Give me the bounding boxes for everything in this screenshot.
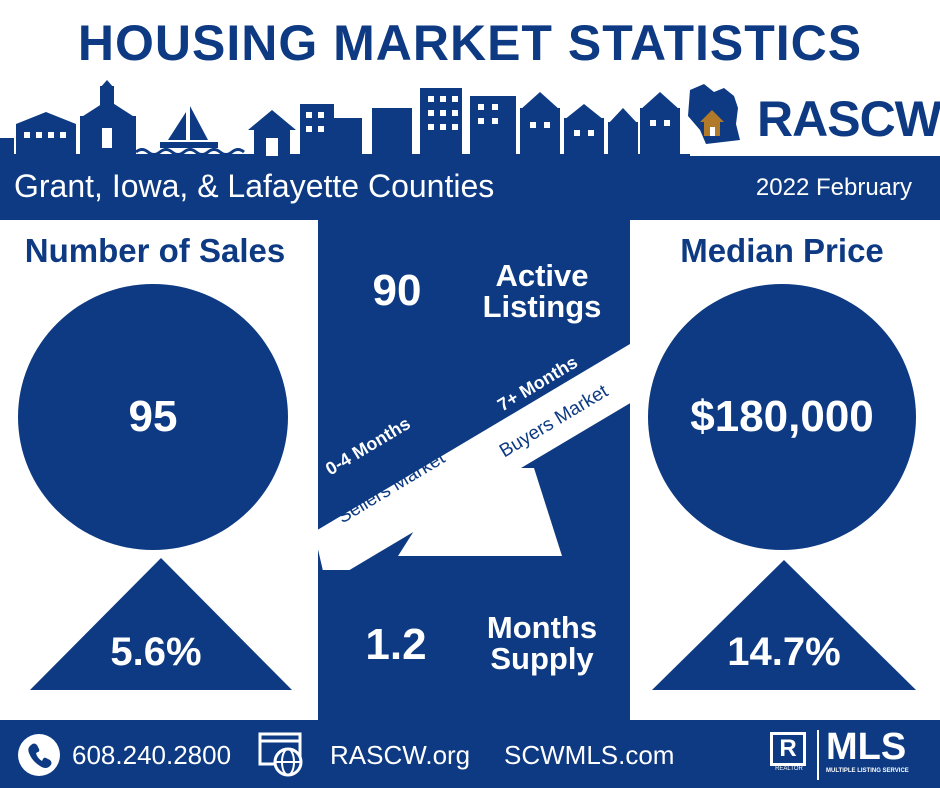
- listings-label-line1: Active: [495, 258, 589, 293]
- footer-site1[interactable]: RASCW.org: [330, 740, 471, 770]
- skyline-icon: [0, 80, 690, 160]
- region-banner: [0, 156, 940, 220]
- price-value: $180,000: [690, 392, 874, 441]
- phone-icon: [18, 734, 60, 776]
- seesaw-fulcrum: [398, 468, 562, 556]
- sales-value: 95: [128, 392, 178, 441]
- period-label: 2022 February: [755, 174, 912, 201]
- listings-label: Active Listings: [472, 260, 612, 322]
- logo-text: RASCW: [757, 91, 940, 147]
- mls-sub: MULTIPLE LISTING SERVICE: [826, 768, 909, 774]
- price-change: 14.7%: [727, 630, 841, 674]
- price-heading: Median Price: [680, 232, 884, 269]
- wisconsin-map-icon: [688, 84, 740, 144]
- footer-phone[interactable]: 608.240.2800: [72, 740, 232, 770]
- page-title: HOUSING MARKET STATISTICS: [77, 15, 863, 71]
- mls-label: MLS: [826, 726, 907, 768]
- supply-label: Months Supply: [470, 612, 614, 674]
- footer-site2[interactable]: SCWMLS.com: [504, 740, 675, 770]
- supply-label-line2: Supply: [490, 641, 594, 676]
- listings-label-line2: Listings: [482, 289, 602, 324]
- realtor-icon: R: [770, 732, 806, 766]
- sales-circle: 95: [18, 284, 288, 550]
- web-globe-icon: [258, 732, 303, 777]
- supply-value: 1.2: [365, 620, 427, 669]
- sales-change-triangle: [30, 558, 292, 690]
- price-circle: $180,000: [648, 284, 916, 550]
- logo-divider: [817, 730, 819, 780]
- sales-change: 5.6%: [110, 630, 202, 674]
- sales-heading: Number of Sales: [24, 232, 286, 269]
- price-change-triangle: [652, 560, 916, 690]
- seesaw-plank: [314, 344, 640, 570]
- region-label: Grant, Iowa, & Lafayette Counties: [14, 168, 495, 204]
- realtor-mark: REALTOR: [775, 766, 803, 772]
- seesaw-graphic: [314, 344, 640, 570]
- footer: [0, 720, 940, 788]
- house-icon: [700, 110, 724, 136]
- supply-label-line1: Months: [486, 610, 598, 645]
- listings-value: 90: [372, 266, 422, 315]
